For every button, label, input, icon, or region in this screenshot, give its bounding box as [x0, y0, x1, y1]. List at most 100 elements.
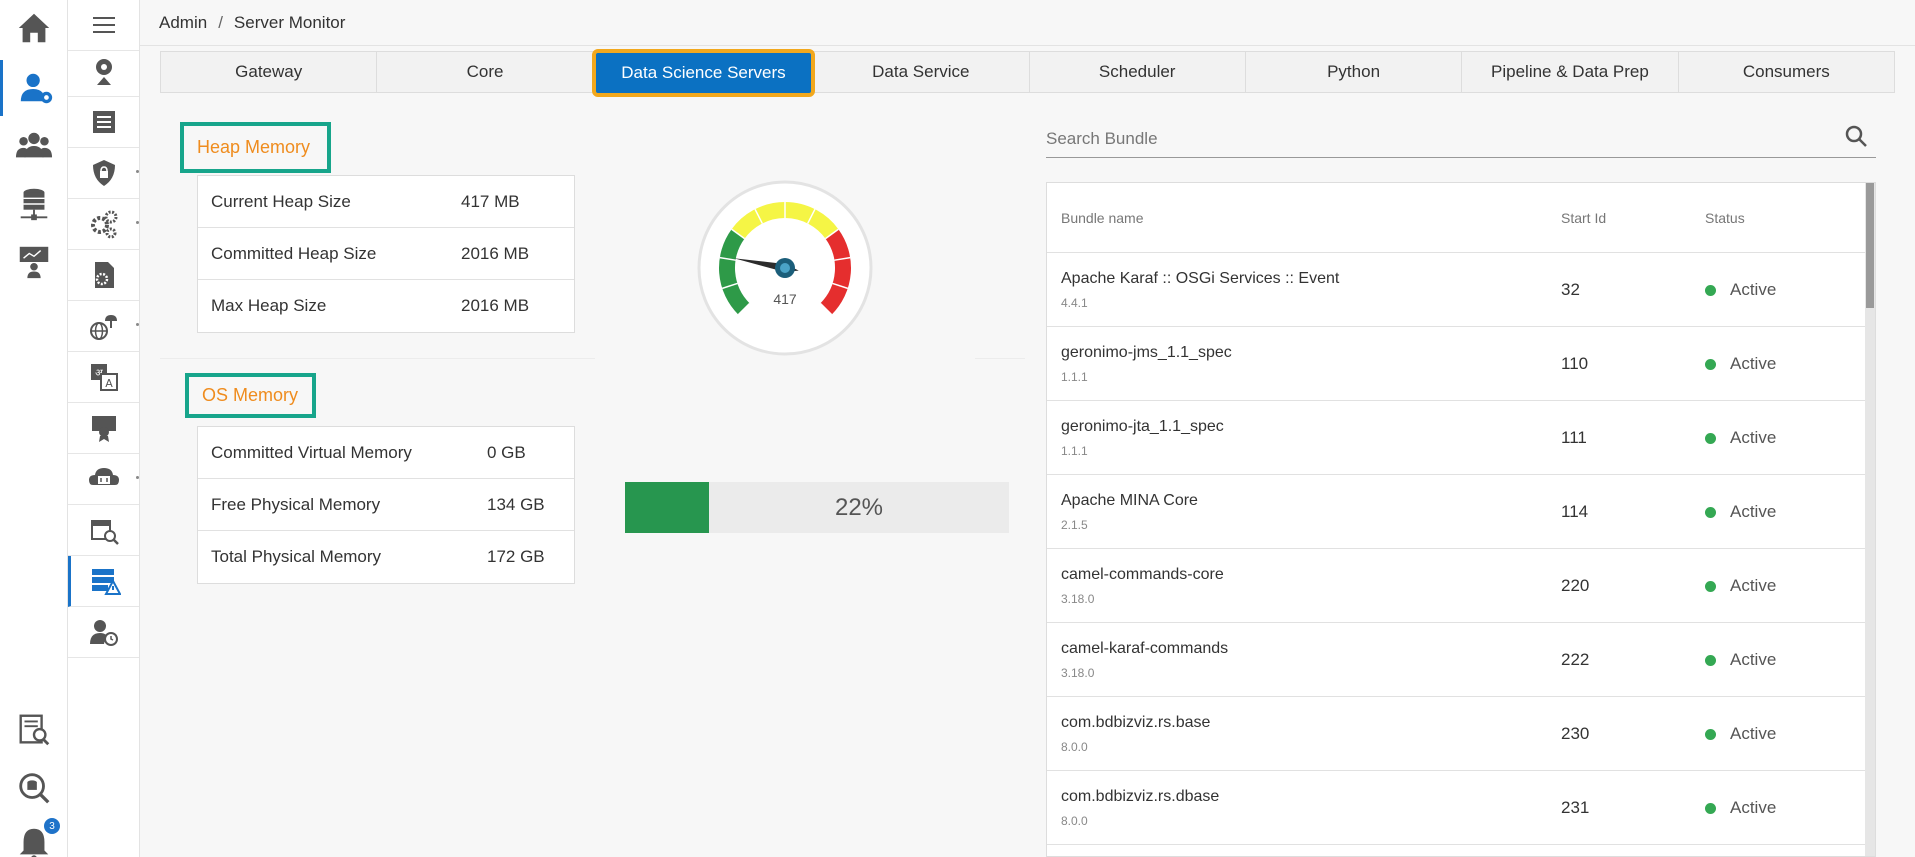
gauge-ticks — [719, 202, 851, 316]
status-dot-icon — [1705, 654, 1716, 666]
bundle-name: geronimo-jta_1.1_spec — [1061, 418, 1224, 435]
search-icon[interactable] — [1844, 124, 1870, 150]
status-text: Active — [1730, 354, 1777, 373]
svg-text:A: A — [105, 377, 113, 390]
bundle-start-id: 222 — [1561, 650, 1590, 669]
bundle-name: com.bdbizviz.rs.dbase — [1061, 788, 1220, 805]
globe-cloud-icon[interactable] — [68, 301, 139, 352]
home-icon[interactable] — [0, 0, 68, 56]
gauge-tick — [832, 282, 849, 290]
gauge-tick — [721, 282, 738, 290]
table-row[interactable]: Apache MINA Core 2.1.5 114 Active — [1047, 475, 1875, 549]
status-text: Active — [1730, 502, 1777, 521]
os-memory-table: Committed Virtual Memory 0 GB Free Physic… — [197, 426, 575, 584]
status-text: Active — [1730, 724, 1777, 743]
status-dot-icon — [1705, 802, 1716, 814]
tab-scheduler[interactable]: Scheduler — [1030, 52, 1246, 92]
status-text: Active — [1730, 798, 1777, 817]
status-dot-icon — [1705, 284, 1716, 296]
table-row[interactable]: Apache Karaf :: OSGi Services :: Event 4.… — [1047, 253, 1875, 327]
bundle-rows: Apache Karaf :: OSGi Services :: Event 4.… — [1047, 253, 1875, 845]
calendar-search-icon[interactable] — [68, 505, 139, 556]
tab-pipeline-data-prep[interactable]: Pipeline & Data Prep — [1462, 52, 1679, 92]
hamburger-menu-icon[interactable] — [68, 0, 139, 51]
os-row-value: 0 GB — [487, 442, 526, 462]
document-list-icon[interactable] — [68, 97, 139, 148]
breadcrumb: Admin / Server Monitor — [140, 0, 1915, 46]
bundle-status: Active — [1705, 354, 1776, 374]
bundle-start-id: 111 — [1561, 428, 1587, 447]
os-row-label: Free Physical Memory — [211, 494, 381, 514]
column-header-bundle-name[interactable]: Bundle name — [1061, 209, 1144, 226]
tab-data-science-servers[interactable]: Data Science Servers — [591, 49, 816, 97]
scrollbar-thumb[interactable] — [1866, 183, 1874, 308]
heap-memory-title: Heap Memory — [180, 122, 331, 173]
table-row[interactable]: geronimo-jta_1.1_spec 1.1.1 111 Active — [1047, 401, 1875, 475]
progress-fill — [625, 482, 710, 533]
bundle-version: 2.1.5 — [1061, 518, 1088, 532]
heap-memory-table: Current Heap Size 417 MB Committed Heap S… — [197, 175, 575, 333]
table-row[interactable]: com.bdbizviz.rs.dbase 8.0.0 231 Active — [1047, 771, 1875, 845]
users-group-icon[interactable] — [0, 118, 68, 174]
table-row[interactable]: geronimo-jms_1.1_spec 1.1.1 110 Active — [1047, 327, 1875, 401]
status-dot-icon — [1705, 728, 1716, 740]
gauge-tick — [825, 228, 839, 240]
status-text: Active — [1730, 280, 1777, 299]
breadcrumb-current: Server Monitor — [233, 12, 346, 32]
user-clock-icon[interactable] — [68, 607, 139, 658]
column-header-status[interactable]: Status — [1705, 209, 1745, 226]
shield-lock-icon[interactable] — [68, 148, 139, 199]
progress-label: 22% — [834, 493, 884, 521]
bundle-name: com.bdbizviz.rs.base — [1061, 714, 1211, 731]
table-row[interactable]: camel-karaf-commands 3.18.0 222 Active — [1047, 623, 1875, 697]
bundle-status: Active — [1705, 576, 1776, 596]
tab-gateway[interactable]: Gateway — [161, 52, 378, 92]
expand-indicator — [136, 323, 139, 326]
bundle-table: Bundle name Start Id Status Apache Karaf… — [1046, 182, 1876, 857]
certificate-board-icon[interactable] — [68, 403, 139, 454]
user-certificate-icon[interactable] — [68, 46, 139, 97]
notification-bell-icon[interactable]: 3 — [0, 814, 68, 857]
gears-icon[interactable] — [68, 199, 139, 250]
os-row-label: Committed Virtual Memory — [211, 442, 412, 462]
presentation-user-icon[interactable] — [0, 234, 68, 290]
status-dot-icon — [1705, 358, 1716, 370]
gauge-value-label: 417 — [773, 291, 797, 307]
bundle-version: 4.4.1 — [1061, 296, 1088, 310]
document-gear-icon[interactable] — [68, 250, 139, 301]
breadcrumb-admin-link[interactable]: Admin — [159, 12, 208, 32]
table-row[interactable]: com.bdbizviz.rs.base 8.0.0 230 Active — [1047, 697, 1875, 771]
admin-user-gear-icon[interactable] — [0, 60, 68, 116]
heap-row-label: Max Heap Size — [211, 296, 327, 315]
status-text: Active — [1730, 650, 1777, 669]
gauge-tick — [754, 208, 763, 224]
column-header-start-id[interactable]: Start Id — [1561, 209, 1607, 226]
server-warning-icon[interactable] — [68, 556, 139, 607]
cloud-server-icon[interactable] — [68, 454, 139, 505]
tab-core[interactable]: Core — [377, 52, 594, 92]
os-memory-title: OS Memory — [185, 373, 316, 418]
table-row: Committed Virtual Memory 0 GB — [198, 427, 574, 479]
table-row: Current Heap Size 417 MB — [198, 176, 574, 228]
os-row-value: 172 GB — [487, 547, 545, 566]
tab-consumers[interactable]: Consumers — [1742, 62, 1830, 81]
status-text: Active — [1730, 428, 1777, 447]
search-report-icon[interactable] — [0, 702, 68, 758]
search-database-icon[interactable] — [0, 760, 68, 816]
bundle-status: Active — [1705, 724, 1776, 744]
search-input[interactable] — [1046, 122, 1826, 156]
bundle-version: 8.0.0 — [1061, 740, 1088, 754]
gauge-tick — [731, 228, 745, 240]
breadcrumb-separator: / — [218, 12, 223, 32]
left-rail: 3 — [0, 0, 68, 857]
database-network-icon[interactable] — [0, 176, 68, 232]
bundle-start-id: 114 — [1561, 502, 1589, 521]
bundle-start-id: 230 — [1561, 724, 1590, 743]
table-row[interactable]: camel-commands-core 3.18.0 220 Active — [1047, 549, 1875, 623]
gauge-tick — [807, 208, 816, 224]
tab-python[interactable]: Python — [1246, 52, 1463, 92]
tab-data-service[interactable]: Data Service — [813, 52, 1030, 92]
table-scrollbar[interactable] — [1865, 183, 1875, 856]
